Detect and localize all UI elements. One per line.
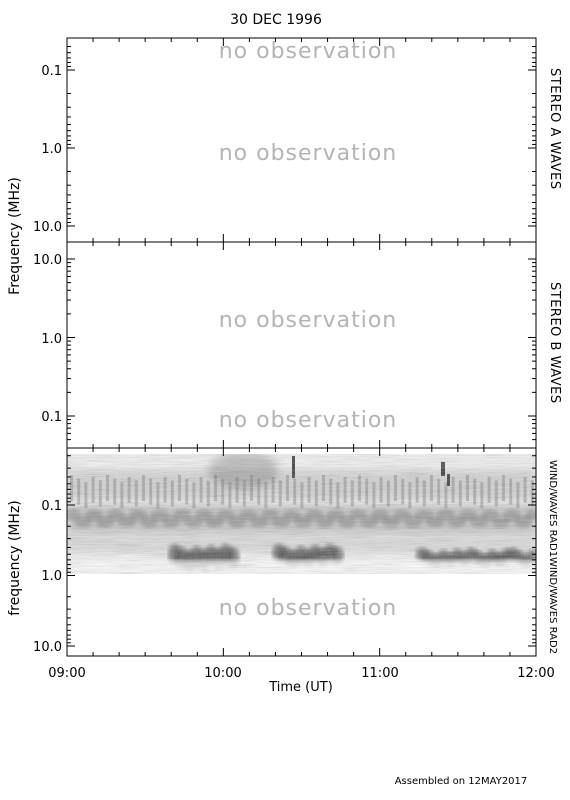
xtick-1100: 11:00 [361,666,398,681]
stereo-a-panel [66,37,537,243]
stereo-a-label: STEREO A WAVES [547,68,562,190]
upper-ylabel: Frequency (MHz) [7,177,23,295]
wind-ytick-0.1: 0.1 [41,499,62,514]
xtick-1200: 12:00 [517,666,554,681]
wind-ytick-1.0: 1.0 [41,569,62,584]
xlabel: Time (UT) [268,680,333,695]
wind-ytick-10.0: 10.0 [33,640,62,655]
axis-ticks [66,38,537,656]
wind-rad2-no-observation: no observation [219,596,398,621]
stereo-a-ytick-0.1: 0.1 [41,64,62,79]
xtick-0900: 09:00 [48,666,85,681]
stereo-a-no-observation-top: no observation [219,39,398,64]
stereo-b-ytick-0.1: 0.1 [41,410,62,425]
figure-title: 30 DEC 1996 [230,12,322,28]
stereo-b-label: STEREO B WAVES [547,282,562,404]
stereo-a-ytick-1.0: 1.0 [41,142,62,157]
stereo-a-no-observation-bottom: no observation [219,141,398,166]
stereo-b-ytick-1.0: 1.0 [41,332,62,347]
xtick-1000: 10:00 [204,666,241,681]
stereo-b-ytick-10.0: 10.0 [33,253,62,268]
stereo-b-no-observation-bottom: no observation [219,408,398,433]
stereo-b-no-observation-top: no observation [219,308,398,333]
assembled-date: Assembled on 12MAY2017 [395,776,528,787]
wind-ylabel: frequency (MHz) [7,500,23,616]
wind-rad1-label: WIND/WAVES RAD1 [547,460,558,557]
wind-rad2-label: WIND/WAVES RAD2 [547,557,558,654]
stereo-a-ytick-10.0: 10.0 [33,220,62,235]
wind-rad1-spectrogram [67,454,536,574]
